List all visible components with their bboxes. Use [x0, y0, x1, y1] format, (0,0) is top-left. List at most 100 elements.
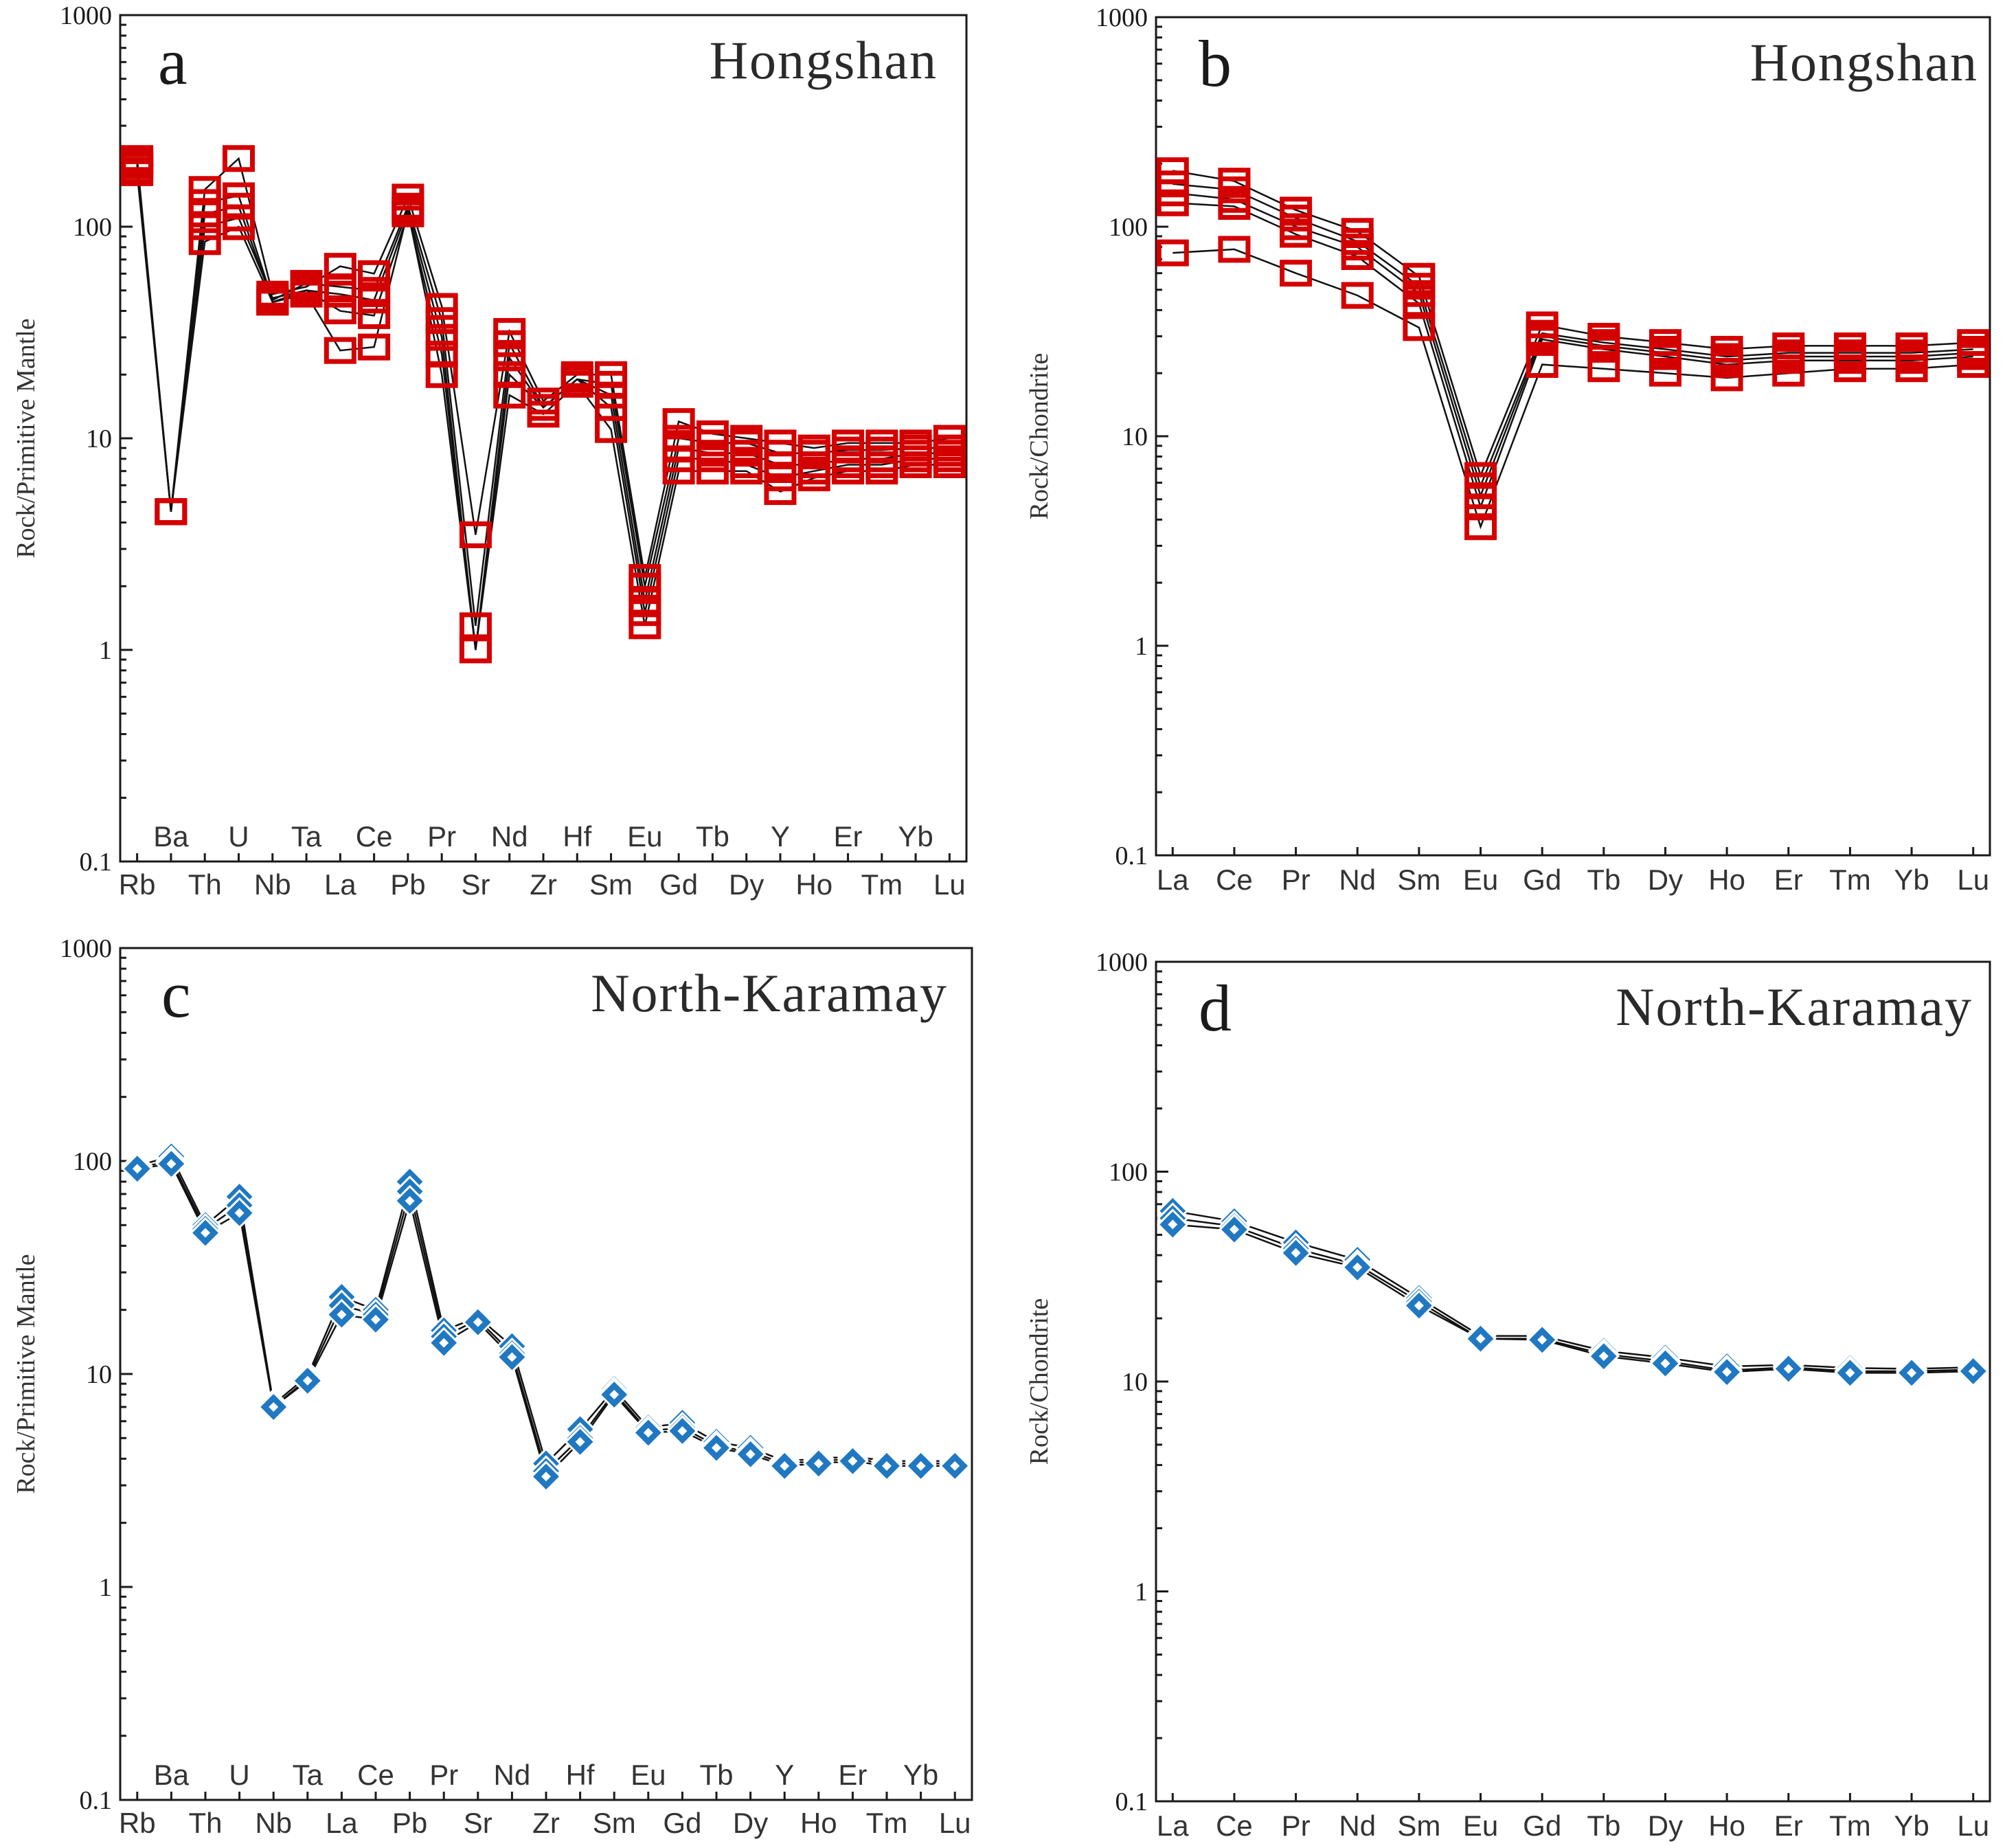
data-point-sr — [459, 636, 492, 664]
x-tick-label-pb: Pb — [392, 1807, 427, 1839]
data-point-core — [1722, 1367, 1732, 1377]
data-point-eu — [628, 612, 661, 640]
x-tick-label-lu: Lu — [1957, 864, 1989, 896]
x-tick-label-y: Y — [775, 1759, 794, 1791]
data-point-dy — [730, 458, 763, 485]
x-tick-label-nd: Nd — [1339, 864, 1376, 896]
data-point-sm — [1403, 314, 1436, 341]
x-tick-label-tm: Tm — [861, 868, 903, 901]
data-point-core — [439, 1338, 449, 1348]
data-point-core — [1291, 1248, 1301, 1258]
y-tick-label: 0.1 — [1115, 842, 1148, 870]
plot-frame — [119, 947, 973, 1801]
data-point-ce — [358, 302, 391, 329]
data-point-sr — [459, 521, 492, 548]
data-point-th — [188, 228, 221, 256]
y-axis-label: Rock/Chondrite — [1025, 1298, 1054, 1465]
x-tick-label-dy: Dy — [1648, 864, 1683, 896]
x-tick-label-ta: Ta — [291, 820, 322, 853]
data-point-th — [188, 213, 221, 240]
y-tick-label: 1 — [99, 636, 112, 665]
y-axis-label: Rock/Chondrite — [1025, 353, 1054, 520]
data-point-sm — [595, 416, 628, 443]
data-point-er — [832, 458, 865, 485]
y-tick-label: 10 — [86, 1360, 112, 1389]
data-point-core — [1414, 1300, 1424, 1311]
x-tick-label-ba: Ba — [153, 820, 189, 853]
x-tick-label-ho: Ho — [800, 1807, 837, 1839]
x-tick-label-gd: Gd — [663, 1807, 701, 1839]
y-axis-label: Rock/Primitive Mantle — [12, 318, 41, 558]
panel-c: 0.1 1 10 100 1000 Rock/Primitive Mantle Rb Ba Th… — [12, 934, 973, 1839]
x-tick-label-er: Er — [1774, 1810, 1803, 1842]
data-point-pr — [1280, 221, 1313, 248]
data-point-hf — [560, 370, 593, 398]
x-tick-label-zr: Zr — [530, 868, 557, 901]
x-tick-label-tm: Tm — [1829, 864, 1871, 896]
data-point-core — [712, 1443, 721, 1453]
data-point-core — [575, 1436, 585, 1447]
data-point-core — [337, 1309, 347, 1320]
data-point-core — [1229, 1224, 1239, 1235]
x-tick-label-dy: Dy — [733, 1807, 768, 1839]
data-point-la — [1156, 239, 1189, 267]
data-point-core — [1783, 1364, 1793, 1374]
x-tick-label-er: Er — [834, 820, 863, 853]
data-point-ba — [155, 498, 188, 526]
x-tick-label-eu: Eu — [1463, 864, 1498, 896]
data-point-tm — [865, 458, 898, 485]
data-point-rb — [121, 149, 154, 177]
x-tick-label-eu: Eu — [1463, 1810, 1498, 1842]
x-tick-label-u: U — [228, 820, 249, 853]
data-point-gd — [1526, 351, 1559, 379]
data-point-core — [1907, 1368, 1917, 1378]
data-point-ce — [358, 260, 391, 287]
data-point-core — [916, 1461, 926, 1471]
data-point-core — [1168, 1219, 1178, 1230]
data-point-core — [1968, 1366, 1978, 1376]
series-line-1 — [137, 1155, 955, 1465]
x-tick-label-ce: Ce — [357, 1759, 394, 1791]
x-tick-label-hf: Hf — [566, 1759, 595, 1791]
data-point-core — [1598, 1351, 1609, 1362]
data-point-lu — [933, 451, 966, 478]
x-tick-label-ce: Ce — [1216, 1810, 1253, 1842]
data-point-er — [1772, 359, 1805, 387]
data-point-core — [780, 1461, 790, 1471]
x-tick-label-pb: Pb — [390, 868, 425, 901]
data-point-y — [764, 478, 797, 506]
data-point-pr — [425, 307, 458, 335]
series-line-1 — [136, 157, 950, 578]
x-tick-label-yb: Yb — [1894, 1810, 1929, 1842]
x-tick-label-er: Er — [1774, 864, 1803, 896]
data-point-tb — [1587, 335, 1620, 363]
data-point-core — [132, 1164, 142, 1174]
data-point-nd — [493, 344, 526, 372]
data-point-y — [764, 464, 797, 492]
data-point-core — [1352, 1262, 1363, 1272]
x-tick-label-la: La — [326, 1807, 358, 1839]
x-tick-label-ta: Ta — [293, 1759, 324, 1791]
x-tick-label-tm: Tm — [1829, 1810, 1871, 1842]
data-point-core — [201, 1228, 210, 1238]
x-tick-label-hf: Hf — [563, 820, 591, 853]
data-point-core — [541, 1472, 551, 1482]
x-tick-label-pr: Pr — [429, 1759, 458, 1791]
data-point-core — [848, 1456, 858, 1466]
data-point-yb — [1895, 355, 1928, 383]
data-point-ce — [1218, 192, 1251, 220]
x-tick-label-tb: Tb — [1587, 864, 1620, 896]
y-tick-label: 0.1 — [1115, 1788, 1148, 1816]
data-point-la — [324, 297, 356, 325]
data-point-core — [1475, 1333, 1486, 1344]
x-tick-label-la: La — [1157, 1810, 1189, 1842]
data-point-core — [234, 1208, 245, 1218]
x-tick-label-sr: Sr — [461, 868, 490, 901]
x-tick-label-yb: Yb — [898, 820, 933, 853]
x-tick-label-gd: Gd — [659, 868, 698, 901]
y-tick-label: 1000 — [60, 1, 112, 30]
plot-frame — [1155, 960, 1991, 1803]
x-tick-label-sm: Sm — [1397, 864, 1440, 896]
x-tick-label-tb: Tb — [699, 1759, 733, 1791]
x-tick-label-lu: Lu — [1957, 1810, 1989, 1842]
